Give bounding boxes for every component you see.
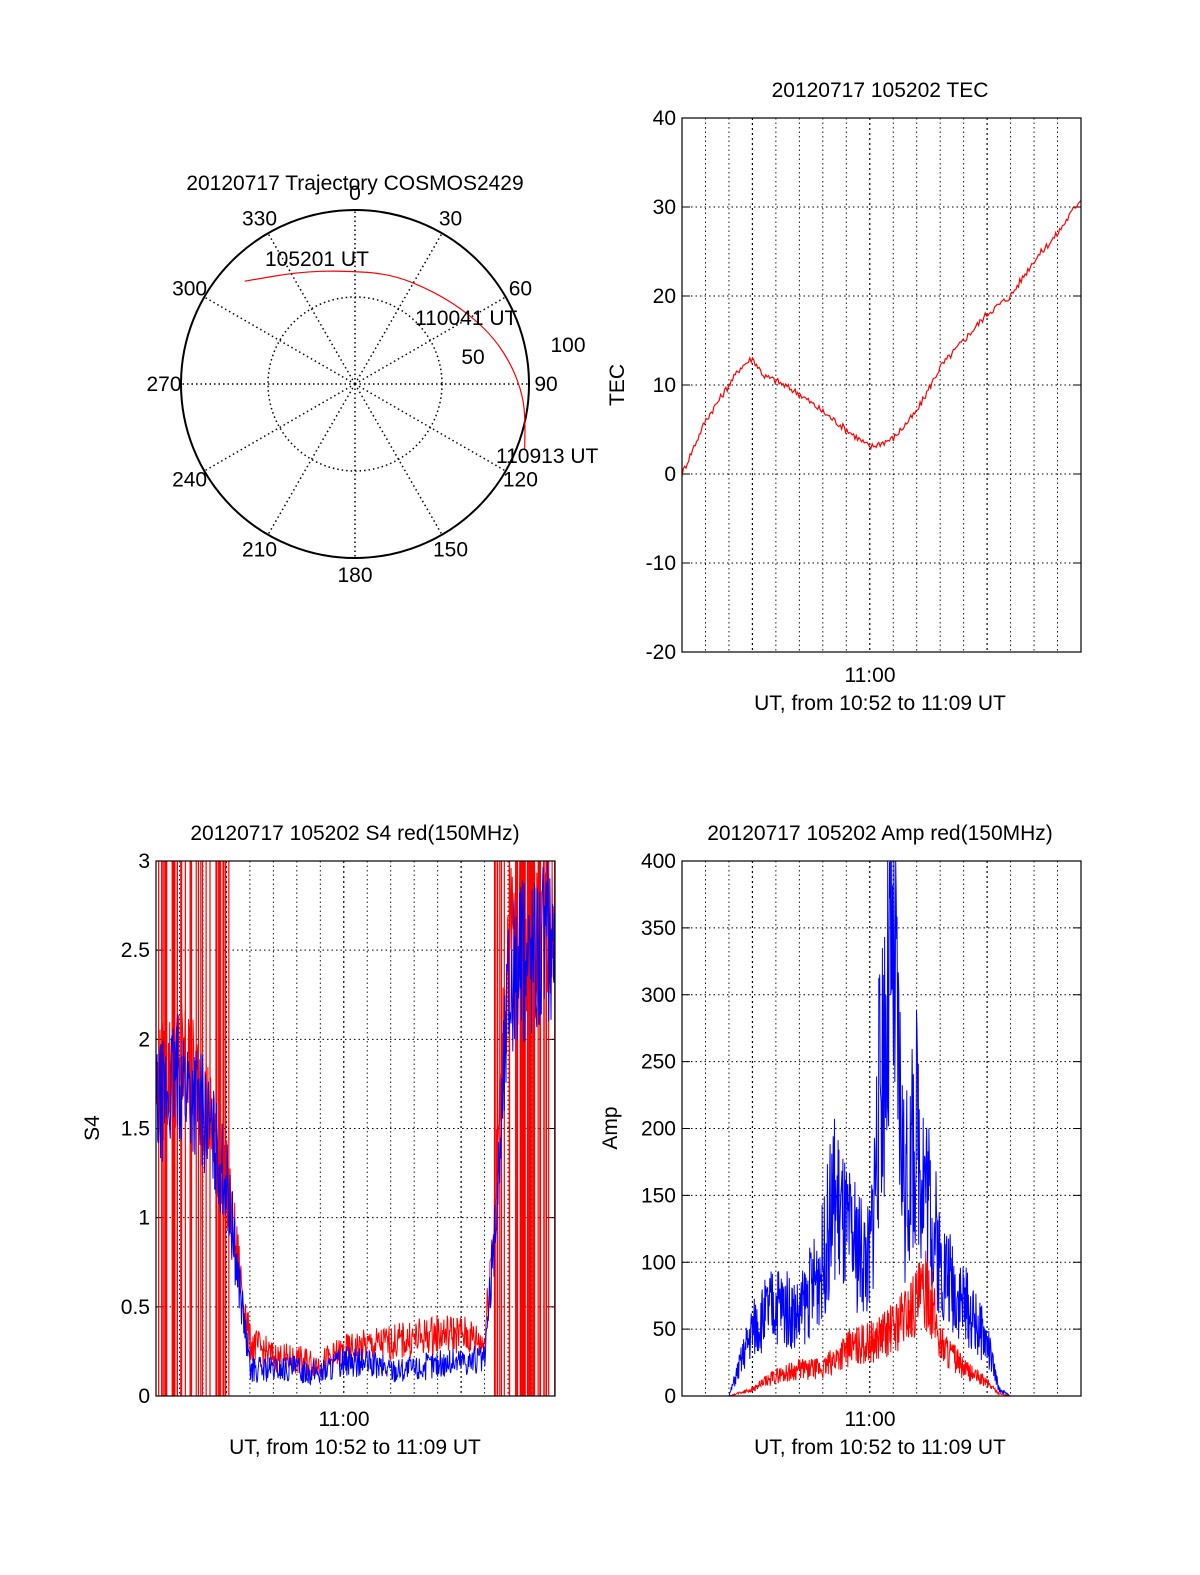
polar-azimuth-label-0: 0 xyxy=(349,182,361,205)
s4-title: 20120717 105202 S4 red(150MHz) xyxy=(190,822,519,845)
tec-series-red xyxy=(681,200,1082,477)
amp-y-tick-labels: 0 50 100 150 200 250 300 350 400 xyxy=(641,850,676,1408)
polar-azimuth-label-30: 30 xyxy=(439,208,462,231)
tec-y-tick-label: 0 xyxy=(664,463,676,486)
tec-title: 20120717 105202 TEC xyxy=(772,79,989,102)
polar-azimuth-label-150: 150 xyxy=(433,538,468,561)
polar-spoke-240 xyxy=(203,383,356,472)
amp-y-tick-label: 200 xyxy=(641,1118,676,1141)
polar-azimuth-label-60: 60 xyxy=(509,278,532,301)
polar-radial-label-50: 50 xyxy=(461,346,484,369)
s4-y-tick-label: 2 xyxy=(138,1028,150,1051)
polar-outer-ring xyxy=(180,209,530,559)
s4-x-axis-label: UT, from 10:52 to 11:09 UT xyxy=(229,1436,481,1459)
polar-spoke-300 xyxy=(203,296,356,385)
polar-azimuth-label-240: 240 xyxy=(172,469,207,492)
polar-grid xyxy=(181,210,529,558)
s4-red-saturation-spikes xyxy=(158,861,556,1396)
polar-azimuth-label-300: 300 xyxy=(172,278,207,301)
s4-y-tick-label: 0.5 xyxy=(121,1296,150,1319)
polar-azimuth-label-210: 210 xyxy=(242,538,277,561)
tec-y-tick-label: -10 xyxy=(646,552,676,575)
amp-y-tick-label: 250 xyxy=(641,1051,676,1074)
polar-azimuth-label-180: 180 xyxy=(337,564,372,587)
polar-title: 20120717 Trajectory COSMOS2429 xyxy=(186,172,523,195)
track-start-label: 105201 UT xyxy=(265,248,369,271)
tec-y-tick-label: 10 xyxy=(653,374,676,397)
s4-frame xyxy=(155,860,556,1397)
amp-y-tick-label: 400 xyxy=(641,850,676,873)
s4-panel: 20120717 105202 S4 red(150MHz) 0 0.5 1 1.5 2… xyxy=(81,822,556,1459)
tec-y-tick-label: 30 xyxy=(653,196,676,219)
tec-y-axis-label: TEC xyxy=(606,364,629,406)
satellite-track xyxy=(244,270,526,450)
s4-y-tick-labels: 0 0.5 1 1.5 2 2.5 3 xyxy=(121,850,150,1408)
polar-spoke-150 xyxy=(354,383,443,536)
polar-spoke-330 xyxy=(267,232,356,385)
s4-y-axis-label: S4 xyxy=(81,1115,104,1141)
amp-x-axis-label: UT, from 10:52 to 11:09 UT xyxy=(754,1436,1006,1459)
s4-y-tick-label: 1.5 xyxy=(121,1118,150,1141)
amp-y-axis-label: Amp xyxy=(599,1106,622,1149)
tec-grid xyxy=(681,117,1082,653)
polar-azimuth-label-270: 270 xyxy=(146,373,181,396)
amp-panel: 20120717 105202 Amp red(150MHz) 0 50 100 15… xyxy=(599,822,1082,1459)
s4-y-tick-label: 1 xyxy=(138,1207,150,1230)
tec-x-tick-label: 11:00 xyxy=(845,664,896,687)
s4-series-blue xyxy=(155,860,556,1386)
amp-y-tick-label: 50 xyxy=(653,1318,676,1341)
tec-y-tick-labels: -20 -10 0 10 20 30 40 xyxy=(646,107,676,664)
polar-spoke-30 xyxy=(354,232,443,385)
tec-frame xyxy=(681,117,1082,653)
polar-spoke-210 xyxy=(267,383,356,536)
tec-y-tick-label: -20 xyxy=(646,641,676,664)
s4-y-tick-label: 3 xyxy=(138,850,150,873)
tec-y-tick-label: 20 xyxy=(653,285,676,308)
tec-panel: 20120717 105202 TEC -20 -10 0 10 20 30 40 11:0… xyxy=(606,79,1082,715)
s4-x-tick-label: 11:00 xyxy=(319,1408,370,1431)
amp-y-tick-label: 100 xyxy=(641,1251,676,1274)
track-end-label: 110913 UT xyxy=(496,445,599,468)
amp-y-tick-label: 150 xyxy=(641,1184,676,1207)
polar-radial-label-100: 100 xyxy=(550,334,585,357)
amp-y-tick-label: 0 xyxy=(664,1385,676,1408)
s4-y-tick-label: 2.5 xyxy=(121,939,150,962)
track-mid-label: 110041 UT xyxy=(415,307,518,330)
tec-x-axis-label: UT, from 10:52 to 11:09 UT xyxy=(754,692,1006,715)
amp-series-red xyxy=(682,1250,1081,1397)
tec-y-tick-label: 40 xyxy=(653,107,676,130)
amp-title: 20120717 105202 Amp red(150MHz) xyxy=(707,822,1053,845)
polar-spoke-60 xyxy=(354,296,507,385)
polar-azimuth-label-330: 330 xyxy=(242,208,277,231)
amp-y-tick-label: 350 xyxy=(641,917,676,940)
amp-y-tick-label: 300 xyxy=(641,984,676,1007)
polar-azimuth-label-90: 90 xyxy=(534,373,557,396)
amp-frame xyxy=(681,860,1082,1397)
amp-x-tick-label: 11:00 xyxy=(845,1408,896,1431)
s4-y-tick-label: 0 xyxy=(138,1385,150,1408)
polar-spoke-120 xyxy=(354,383,507,472)
polar-azimuth-labels: 0 30 60 90 120 150 180 210 240 270 300 330 xyxy=(146,182,557,587)
polar-azimuth-label-120: 120 xyxy=(503,469,538,492)
polar-panel: 20120717 Trajectory COSMOS2429 0 30 60 90 12… xyxy=(146,172,598,587)
